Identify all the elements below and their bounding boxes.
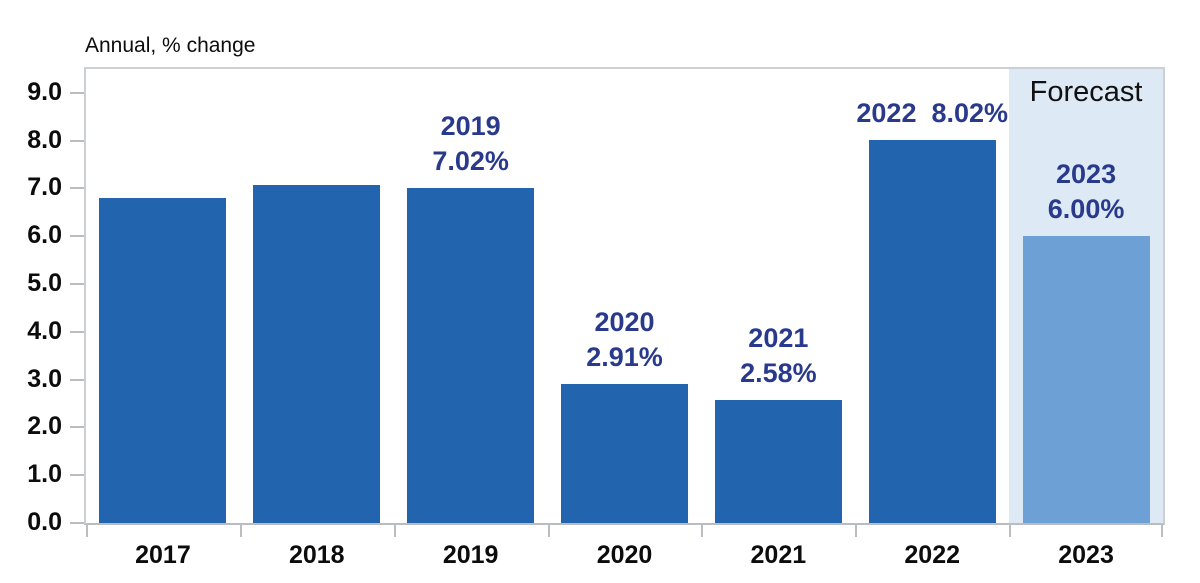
y-axis-tick-label: 3.0 bbox=[27, 364, 62, 393]
y-axis-tick-label: 2.0 bbox=[27, 412, 62, 441]
y-axis-tick-label: 4.0 bbox=[27, 316, 62, 345]
y-axis-tick-label: 7.0 bbox=[27, 173, 62, 202]
x-axis-tick bbox=[393, 523, 396, 537]
y-axis-tick-label: 6.0 bbox=[27, 221, 62, 250]
x-axis-label-2018: 2018 bbox=[288, 541, 345, 569]
y-axis-tick-label: 5.0 bbox=[27, 269, 62, 298]
plot-area: Forecast 0.0 1.0 2.0 3.0 4.0 5.0 6.0 7.0 8.0 9.0 2… bbox=[27, 67, 1165, 569]
y-axis-tick-label: 8.0 bbox=[27, 125, 62, 154]
chart-title: Annual, % change bbox=[85, 34, 256, 57]
data-label-2023: 2023 6.00% bbox=[1047, 159, 1125, 225]
bar-2022 bbox=[868, 139, 996, 523]
y-axis-tick bbox=[70, 91, 84, 94]
data-label-2021: 2021 2.58% bbox=[740, 322, 817, 388]
bar-2017 bbox=[99, 197, 227, 523]
bar-2018 bbox=[253, 184, 381, 523]
data-label-2020: 2020 2.91% bbox=[586, 306, 663, 372]
forecast-label: Forecast bbox=[1029, 76, 1143, 108]
y-axis-tick bbox=[70, 187, 84, 190]
y-axis-tick bbox=[70, 474, 84, 477]
x-axis-label-2017: 2017 bbox=[135, 541, 191, 569]
x-axis-tick bbox=[547, 523, 550, 537]
y-axis-tick bbox=[70, 235, 84, 238]
y-axis-tick bbox=[70, 522, 84, 524]
x-axis-tick bbox=[855, 523, 858, 537]
bar-2019 bbox=[407, 187, 535, 523]
x-axis-tick bbox=[239, 523, 242, 537]
y-axis-tick-label: 9.0 bbox=[27, 77, 62, 106]
y-axis-tick bbox=[70, 426, 84, 429]
y-axis-tick bbox=[70, 283, 84, 286]
y-axis-tick-label: 1.0 bbox=[27, 460, 62, 489]
x-axis-label-2023: 2023 bbox=[1058, 541, 1114, 569]
bar-2020 bbox=[561, 383, 688, 523]
bar-2021 bbox=[714, 399, 842, 523]
x-axis-label-2019: 2019 bbox=[442, 541, 499, 569]
data-label-2019: 2019 7.02% bbox=[432, 110, 509, 176]
data-label-2022: 2022 8.02% bbox=[856, 97, 1009, 128]
y-axis-tick bbox=[70, 330, 84, 333]
y-axis-tick bbox=[70, 139, 84, 142]
x-axis-tick bbox=[701, 523, 704, 537]
x-axis-tick bbox=[1161, 523, 1163, 537]
x-axis-tick bbox=[86, 523, 88, 537]
y-axis-tick bbox=[70, 378, 84, 381]
x-axis-tick bbox=[1009, 523, 1012, 537]
y-axis-tick-label: 0.0 bbox=[27, 508, 62, 536]
x-axis-label-2022: 2022 bbox=[904, 541, 961, 569]
bar-2023 bbox=[1022, 236, 1150, 523]
x-axis-label-2021: 2021 bbox=[750, 541, 807, 569]
x-axis-label-2020: 2020 bbox=[596, 541, 653, 569]
